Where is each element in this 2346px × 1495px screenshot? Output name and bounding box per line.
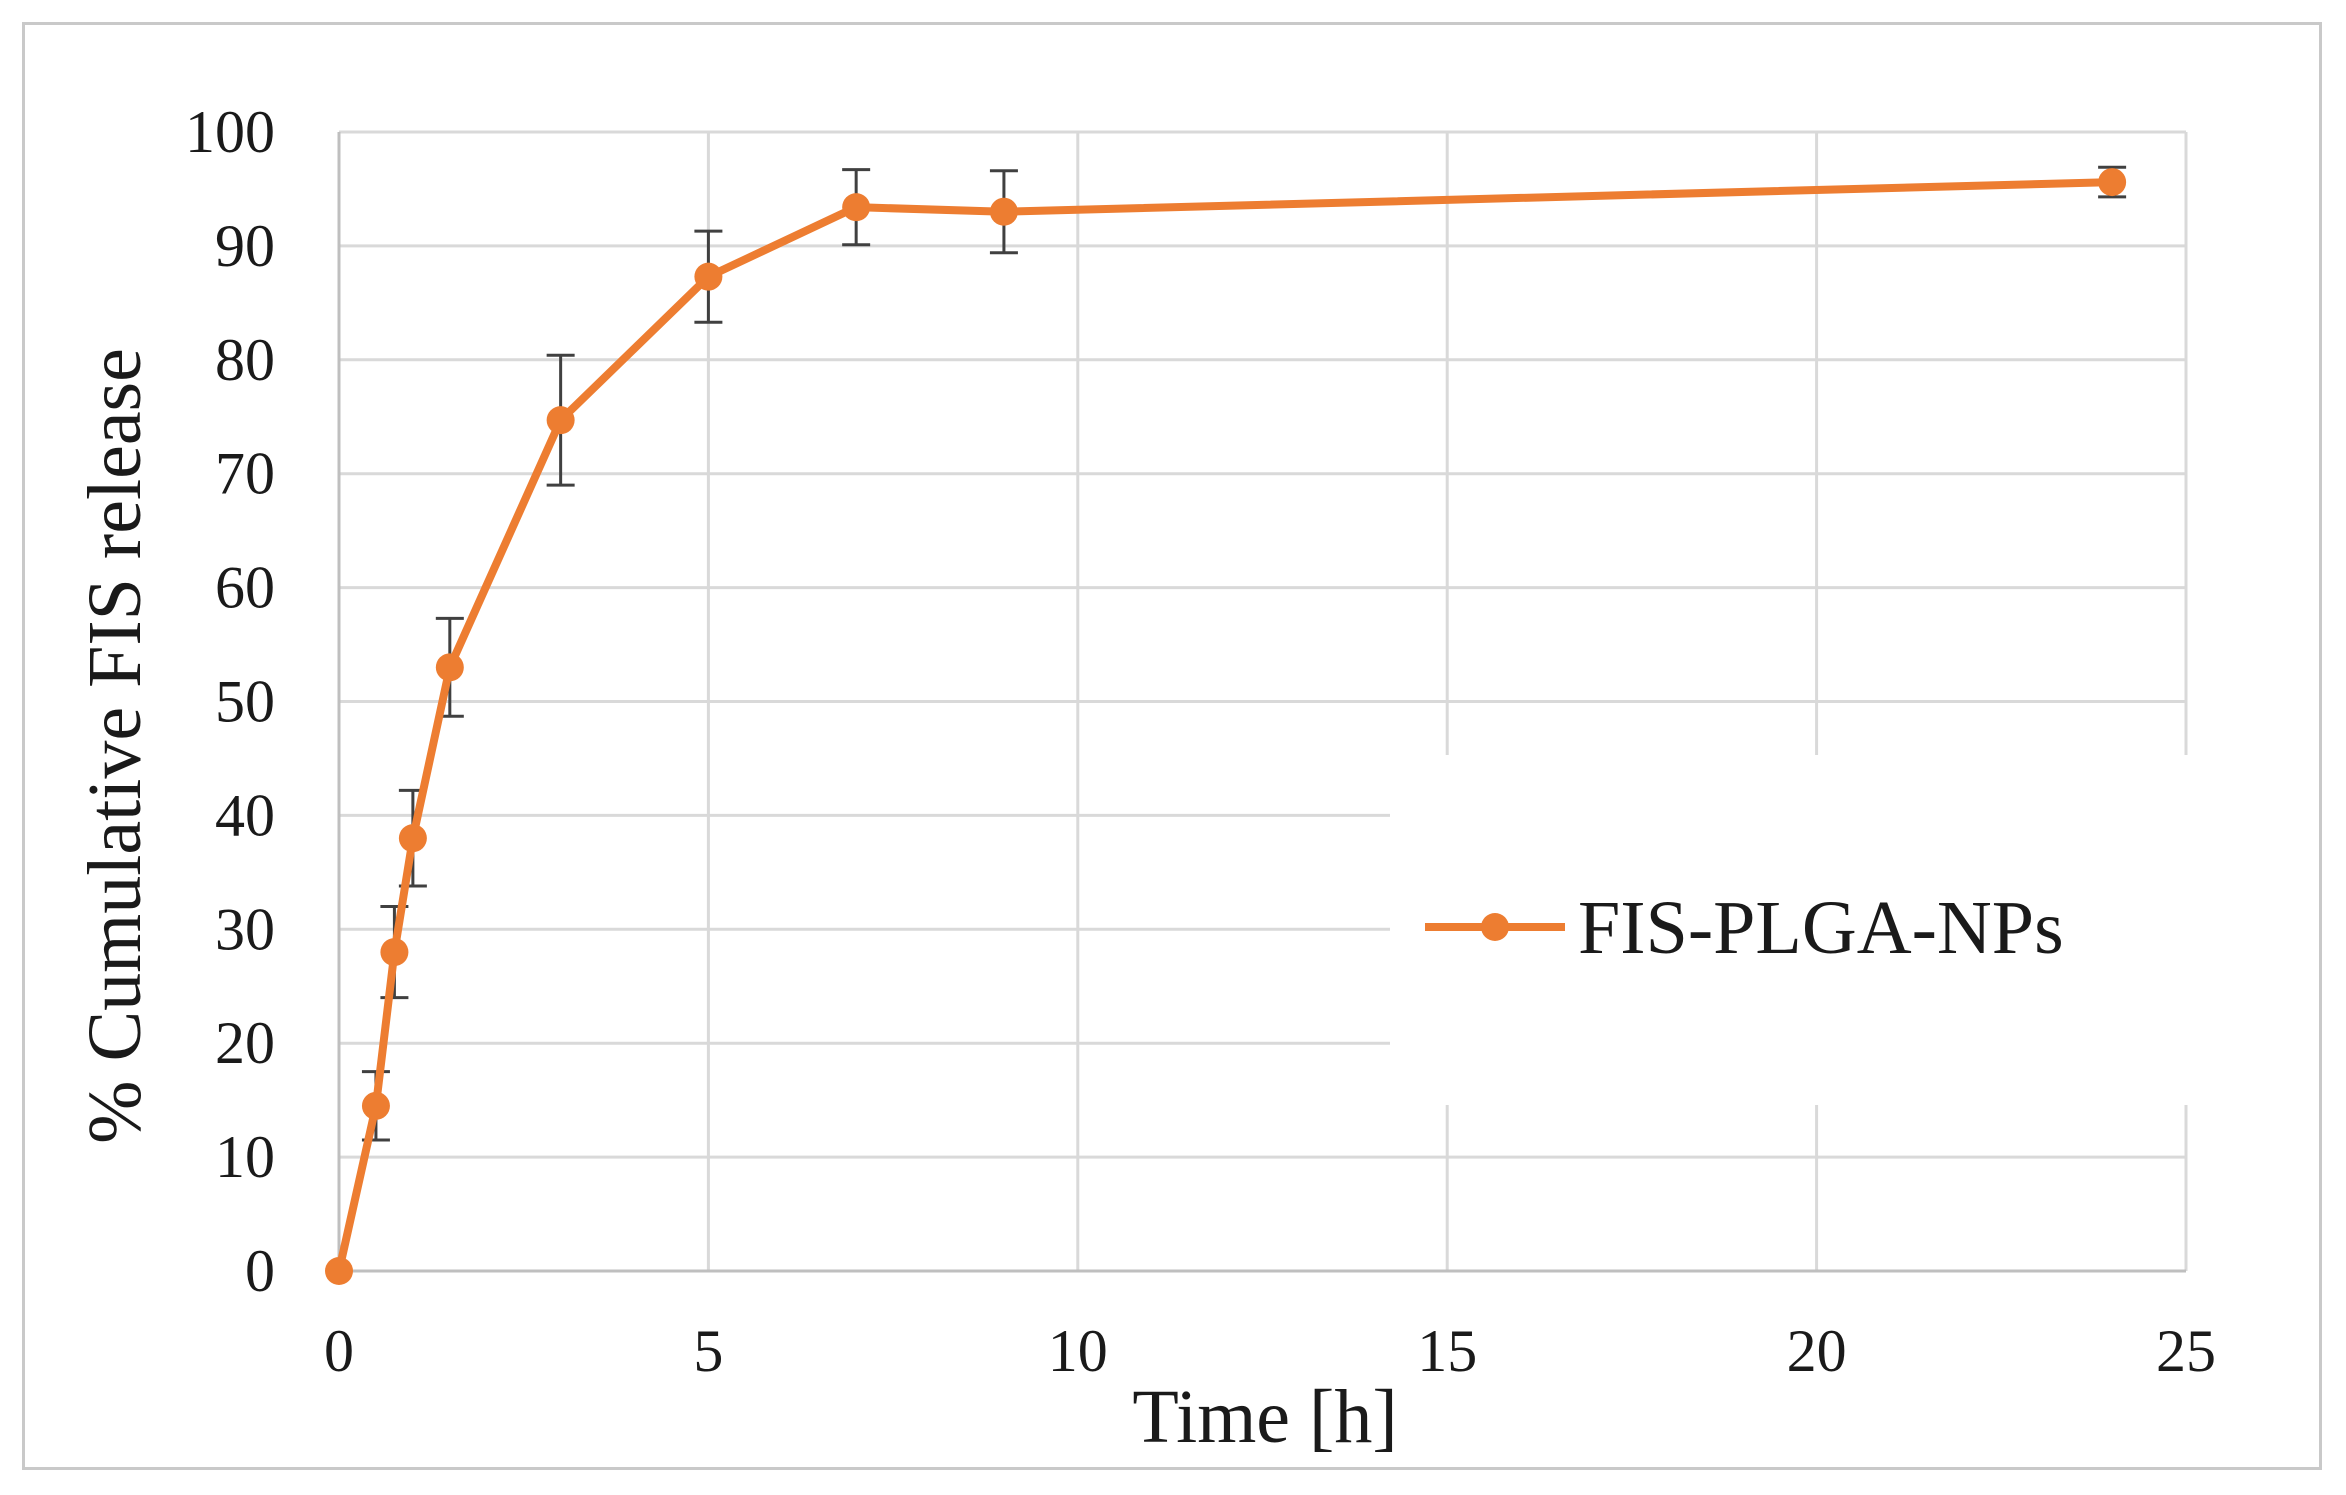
x-tick-label: 25	[2156, 1318, 2216, 1384]
figure-frame	[22, 22, 2322, 1470]
y-tick-label: 70	[215, 441, 275, 507]
data-point	[2098, 168, 2127, 197]
data-point	[325, 1257, 353, 1285]
y-tick-labels: 0 10 20 30 40 50 60 70 80 90 100	[185, 99, 275, 1304]
data-point	[546, 406, 575, 435]
x-axis-title: Time [h]	[1132, 1375, 1397, 1459]
data-point	[380, 938, 409, 967]
y-axis-title: % Cumulative FIS release	[73, 348, 157, 1144]
data-point	[361, 1091, 390, 1120]
y-tick-label: 50	[215, 669, 275, 735]
x-tick-label: 0	[324, 1318, 354, 1384]
series	[325, 165, 2127, 1285]
legend-label: FIS-PLGA-NPs	[1578, 886, 2064, 970]
y-tick-label: 60	[215, 555, 275, 621]
data-point	[694, 262, 723, 291]
y-tick-label: 0	[245, 1238, 275, 1304]
y-tick-label: 30	[215, 896, 275, 962]
y-tick-label: 90	[215, 213, 275, 279]
y-tick-label: 80	[215, 327, 275, 393]
grid	[339, 130, 2188, 1271]
y-tick-label: 20	[215, 1010, 275, 1076]
data-point	[398, 824, 427, 853]
series-line	[335, 178, 2113, 1272]
data-point	[435, 653, 464, 682]
x-tick-label: 10	[1048, 1318, 1108, 1384]
x-tick-labels: 0 5 10 15 20 25	[324, 1318, 2216, 1384]
x-tick-label: 20	[1787, 1318, 1847, 1384]
data-point	[989, 197, 1018, 226]
x-tick-label: 5	[693, 1318, 723, 1384]
legend: FIS-PLGA-NPs	[1390, 755, 2190, 1105]
y-tick-label: 40	[215, 782, 275, 848]
data-point	[842, 193, 871, 222]
y-tick-label: 10	[215, 1124, 275, 1190]
axes	[337, 132, 2186, 1273]
x-tick-label: 15	[1417, 1318, 1477, 1384]
y-tick-label: 100	[185, 99, 275, 165]
legend-marker	[1481, 913, 1509, 941]
